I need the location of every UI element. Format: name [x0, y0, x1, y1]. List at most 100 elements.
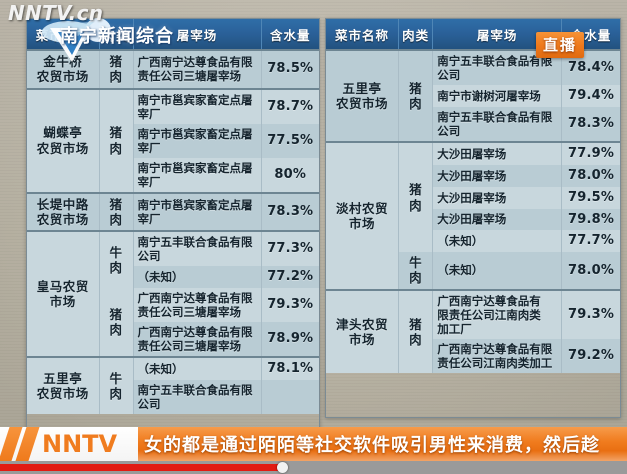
table-row: 长堤中路 农贸市场 猪肉 南宁市邕宾家畜定点屠 宰厂 78.3% — [27, 191, 319, 232]
table-row: 大沙田屠宰场 79.5% — [326, 186, 620, 209]
cell-slaughterhouse: （未知） — [432, 230, 563, 253]
cell-slaughterhouse: 大沙田屠宰场 — [432, 186, 563, 209]
cell-water-content: 77.5% — [261, 123, 319, 158]
cell-slaughterhouse: 南宁五丰联合食品有限 公司 — [432, 106, 563, 142]
cell-slaughterhouse: 南宁市谢树河屠宰场 — [432, 85, 563, 107]
cell-meat-type: 猪肉 — [398, 140, 434, 253]
cell-water-content: 77.9% — [561, 140, 620, 165]
table-row: 南宁五丰联合食品有限 公司 78.3% — [326, 106, 620, 142]
table-row: 蝴蝶亭 农贸市场 猪肉 南宁市邕宾家畜定点屠 宰厂 78.7% — [27, 87, 319, 193]
cell-market: 长堤中路 农贸市场 — [27, 191, 100, 232]
table-row: （未知） 77.2% — [27, 266, 319, 288]
table-right-body: 五里亭 农贸市场 猪肉 南宁五丰联合食品有限 公司 78.4% 南宁市谢树河屠宰场 79.4%… — [326, 48, 620, 373]
table-right: 菜市名称 肉类 屠宰场 含水量 五里亭 农贸市场 猪肉 南宁五丰联合食品有限 公司 78.… — [326, 19, 620, 373]
cell-water-content: 77.2% — [261, 266, 319, 288]
ticker-text: 女的都是通过陌陌等社交软件吸引男性来消费，然后趁 — [144, 435, 600, 456]
progress-handle[interactable] — [277, 462, 289, 473]
cell-water-content: 79.3% — [261, 287, 319, 323]
cell-water-content: 79.5% — [561, 186, 620, 209]
cell-water-content: 78.3% — [561, 106, 620, 142]
cell-meat-type: 牛肉 — [398, 252, 434, 290]
table-row: 牛肉 （未知） 78.0% — [326, 252, 620, 290]
cell-water-content — [261, 379, 319, 414]
channel-name: 南宁新闻综合 — [60, 26, 174, 47]
cell-water-content: 77.7% — [561, 230, 620, 253]
video-progress-bar[interactable] — [0, 461, 627, 474]
cell-water-content: 78.9% — [261, 322, 319, 358]
cell-slaughterhouse: 南宁五丰联合食品有限 公司 — [133, 230, 262, 267]
cell-meat-type: 牛肉 — [99, 356, 134, 414]
cell-market: 津头农贸 市场 — [326, 288, 399, 373]
cell-meat-type: 猪肉 — [398, 49, 434, 142]
cell-slaughterhouse: 广西南宁达尊食品有限 责任公司三塘屠宰场 — [133, 322, 262, 358]
cell-meat-type: 牛肉 — [99, 230, 134, 288]
table-row: 大沙田屠宰场 79.8% — [326, 208, 620, 231]
col-header-value: 含水量 — [261, 19, 319, 50]
table-row: 南宁市邕宾家畜定点屠 宰厂 77.5% — [27, 123, 319, 158]
cell-meat-type: 猪肉 — [99, 191, 134, 232]
cell-water-content: 79.2% — [561, 338, 620, 373]
station-watermark: NNTV.cn — [8, 1, 104, 25]
news-ticker: NNTV 女的都是通过陌陌等社交软件吸引男性来消费，然后趁 — [0, 427, 627, 461]
cell-slaughterhouse: 南宁五丰联合食品有限 公司 — [133, 379, 262, 414]
cell-slaughterhouse: （未知） — [133, 356, 262, 380]
progress-filled — [0, 464, 283, 471]
table-row: 广西南宁达尊食品有限 责任公司江南肉类加工 79.2% — [326, 338, 620, 373]
cell-meat-type: 猪肉 — [398, 288, 434, 373]
table-row: 南宁五丰联合食品有限 公司 — [27, 379, 319, 414]
cell-water-content: 78.7% — [261, 87, 319, 124]
cell-slaughterhouse: 大沙田屠宰场 — [432, 140, 563, 165]
cell-slaughterhouse: 广西南宁达尊食品有限 责任公司江南肉类加工 — [432, 338, 563, 373]
cell-slaughterhouse: 广西南宁达尊食品有限 责任公司三塘屠宰场 — [133, 287, 262, 323]
col-header-market: 菜市名称 — [326, 19, 399, 50]
water-content-table-right: 菜市名称 肉类 屠宰场 含水量 五里亭 农贸市场 猪肉 南宁五丰联合食品有限 公司 78.… — [325, 18, 621, 418]
cell-water-content: 79.3% — [561, 288, 620, 339]
table-row: 大沙田屠宰场 78.0% — [326, 164, 620, 187]
ticker-logo: NNTV — [0, 427, 138, 461]
table-row: 五里亭 农贸市场 牛肉 （未知） 78.1% — [27, 356, 319, 414]
cell-slaughterhouse: 南宁市邕宾家畜定点屠 宰厂 — [133, 157, 262, 193]
cell-slaughterhouse: 广西南宁达尊食品有限 责任公司三塘屠宰场 — [133, 49, 262, 89]
cell-slaughterhouse: 南宁市邕宾家畜定点屠 宰厂 — [133, 191, 262, 232]
cell-slaughterhouse: （未知） — [133, 266, 262, 288]
cell-water-content: 79.8% — [561, 208, 620, 231]
cell-meat-type: 猪肉 — [99, 87, 134, 193]
cell-water-content: 80% — [261, 157, 319, 193]
cell-water-content: 77.3% — [261, 230, 319, 267]
cell-market: 蝴蝶亭 农贸市场 — [27, 87, 100, 193]
table-row: 南宁市邕宾家畜定点屠 宰厂 80% — [27, 157, 319, 193]
col-header-plant: 屠宰场 — [133, 19, 262, 50]
table-row: 淡村农贸 市场 猪肉 大沙田屠宰场 77.9% — [326, 140, 620, 290]
col-header-meat: 肉类 — [398, 19, 434, 50]
cell-water-content: 79.4% — [561, 85, 620, 107]
cell-slaughterhouse: 广西南宁达尊食品有 限责任公司江南肉类 加工厂 — [432, 288, 563, 339]
table-row: 广西南宁达尊食品有限 责任公司三塘屠宰场 78.9% — [27, 322, 319, 358]
table-left: 菜市名称 肉类 屠宰场 含水量 金牛桥 农贸市场 猪肉 广西南宁达尊食品有限 责任公司三… — [27, 19, 319, 414]
cell-slaughterhouse: 南宁市邕宾家畜定点屠 宰厂 — [133, 87, 262, 124]
cell-slaughterhouse: 大沙田屠宰场 — [432, 164, 563, 187]
cell-meat-type: 猪肉 — [99, 287, 134, 358]
water-content-table-left: 菜市名称 肉类 屠宰场 含水量 金牛桥 农贸市场 猪肉 广西南宁达尊食品有限 责任公司三… — [26, 18, 320, 430]
cell-market: 五里亭 农贸市场 — [326, 49, 399, 142]
table-left-body: 金牛桥 农贸市场 猪肉 广西南宁达尊食品有限 责任公司三塘屠宰场 78.5% 蝴蝶亭 农贸市场… — [27, 49, 319, 414]
cell-market: 淡村农贸 市场 — [326, 140, 399, 290]
table-row: 皇马农贸 市场 牛肉 南宁五丰联合食品有限 公司 77.3% — [27, 230, 319, 358]
cell-slaughterhouse: 南宁市邕宾家畜定点屠 宰厂 — [133, 123, 262, 158]
table-row: （未知） 77.7% — [326, 230, 620, 253]
table-row: 津头农贸 市场 猪肉 广西南宁达尊食品有 限责任公司江南肉类 加工厂 79.3% — [326, 288, 620, 373]
table-row: 金牛桥 农贸市场 猪肉 广西南宁达尊食品有限 责任公司三塘屠宰场 78.5% — [27, 49, 319, 89]
cell-water-content: 78.0% — [561, 252, 620, 290]
cell-market: 金牛桥 农贸市场 — [27, 49, 100, 89]
live-badge: 直播 — [536, 32, 585, 58]
cell-water-content: 78.1% — [261, 356, 319, 380]
cell-water-content: 78.0% — [561, 164, 620, 187]
table-row: 南宁市谢树河屠宰场 79.4% — [326, 85, 620, 107]
table-row: 猪肉 广西南宁达尊食品有限 责任公司三塘屠宰场 79.3% — [27, 287, 319, 358]
cell-market: 五里亭 农贸市场 — [27, 356, 100, 414]
cell-market: 皇马农贸 市场 — [27, 230, 100, 358]
cell-slaughterhouse: （未知） — [432, 252, 563, 290]
cell-slaughterhouse: 大沙田屠宰场 — [432, 208, 563, 231]
cell-water-content: 78.3% — [261, 191, 319, 232]
ticker-logo-text: NNTV — [42, 430, 118, 458]
